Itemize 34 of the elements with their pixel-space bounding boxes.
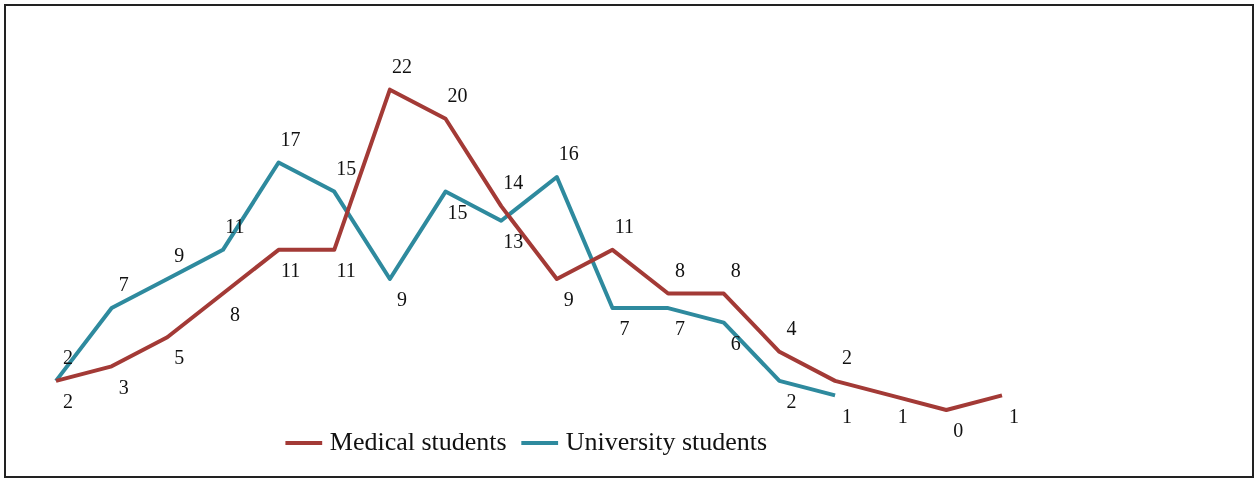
data-label: 9 [174,244,185,267]
data-label: 14 [503,171,524,194]
data-label: 9 [396,288,407,311]
data-label: 8 [675,258,686,281]
data-label: 3 [118,375,129,398]
data-label: 9 [563,288,574,311]
data-label: 8 [229,302,240,325]
data-label: 11 [280,259,301,282]
data-label: 8 [730,258,741,281]
data-label: 15 [447,200,468,223]
data-label: 7 [619,317,630,340]
legend-label: Medical students [329,426,507,456]
data-label: 1 [1009,404,1019,427]
data-label: 2 [63,346,73,369]
data-label: 2 [786,390,797,413]
data-label: 4 [786,317,797,340]
data-label: 1 [897,404,908,427]
data-label: 1 [842,404,853,427]
data-label: 0 [953,419,964,442]
data-label: 5 [174,346,185,369]
data-label: 16 [558,142,579,165]
data-label: 7 [675,317,686,340]
data-label: 7 [118,273,129,296]
data-label: 2 [842,346,853,369]
data-label: 20 [447,84,468,107]
data-label: 2 [63,390,73,413]
data-label: 22 [391,54,412,77]
data-label: 17 [280,127,301,150]
data-label: 11 [336,259,356,282]
data-label: 15 [336,156,357,179]
data-label: 13 [503,229,524,252]
data-label: 6 [730,331,741,354]
legend-label: University students [565,426,768,456]
data-label: 11 [614,215,635,238]
